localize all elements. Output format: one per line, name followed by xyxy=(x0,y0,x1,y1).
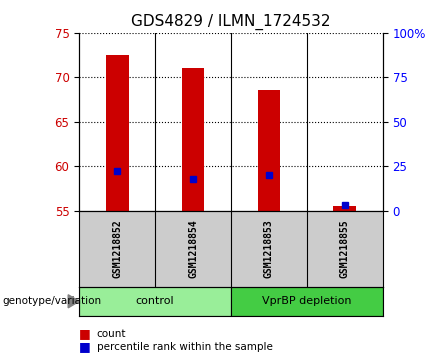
Text: percentile rank within the sample: percentile rank within the sample xyxy=(97,342,273,352)
Title: GDS4829 / ILMN_1724532: GDS4829 / ILMN_1724532 xyxy=(131,14,331,30)
Text: GSM1218855: GSM1218855 xyxy=(340,219,350,278)
Text: VprBP depletion: VprBP depletion xyxy=(262,296,352,306)
Bar xyxy=(182,68,205,211)
Text: genotype/variation: genotype/variation xyxy=(2,296,101,306)
Text: count: count xyxy=(97,329,126,339)
Bar xyxy=(79,287,231,316)
Bar xyxy=(106,55,128,211)
Bar xyxy=(257,90,280,211)
Text: GSM1218852: GSM1218852 xyxy=(112,219,122,278)
Bar xyxy=(334,206,356,211)
Bar xyxy=(231,287,383,316)
Text: ■: ■ xyxy=(79,340,91,353)
Text: GSM1218853: GSM1218853 xyxy=(264,219,274,278)
Text: GSM1218854: GSM1218854 xyxy=(188,219,198,278)
Text: control: control xyxy=(136,296,174,306)
Text: ■: ■ xyxy=(79,327,91,340)
